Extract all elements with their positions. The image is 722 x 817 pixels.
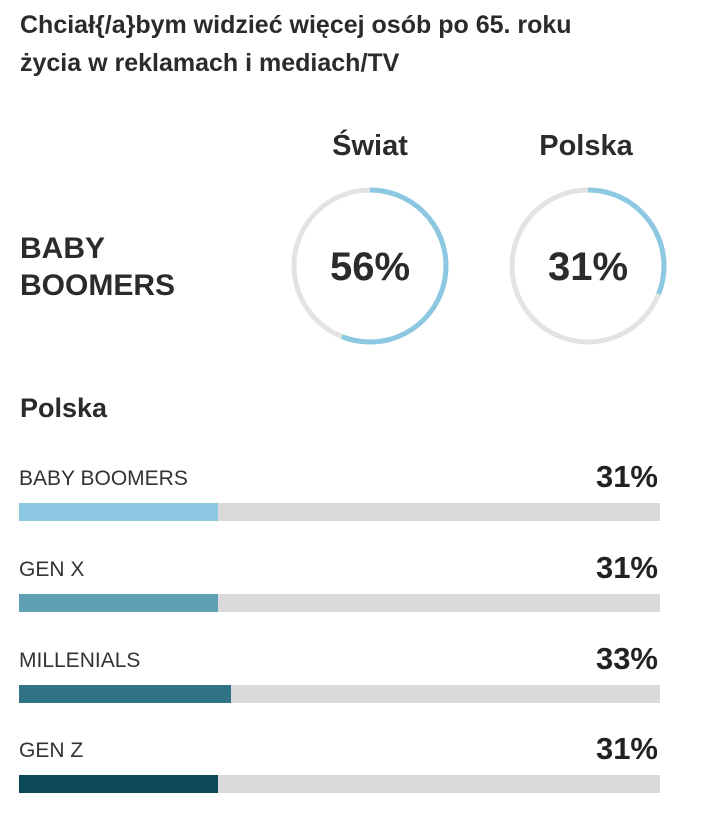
bar-track <box>19 685 660 703</box>
donut-row-label-line-2: BOOMERS <box>20 269 176 302</box>
bar-row: GEN Z 31% <box>19 713 660 793</box>
bar-fill <box>19 775 218 793</box>
bar-category-label: BABY BOOMERS <box>19 467 188 490</box>
bar-row: GEN X 31% <box>19 532 660 612</box>
column-header-poland: Polska <box>539 130 633 162</box>
bar-value-label: 31% <box>595 459 658 494</box>
bar-track <box>19 594 660 612</box>
bar-category-label: MILLENIALS <box>19 649 141 672</box>
donut-value-label: 31% <box>548 245 628 289</box>
bar-section-title: Polska <box>20 393 108 423</box>
donut-chart-poland: 31% <box>509 187 667 345</box>
bar-category-label: GEN Z <box>19 739 84 762</box>
bar-value-label: 31% <box>595 550 658 585</box>
donut-row-label: BABY BOOMERS <box>20 230 260 304</box>
chart-title: Chciał{/a}bym widzieć więcej osób po 65.… <box>20 6 710 82</box>
donut-row-label-line-1: BABY <box>20 232 106 265</box>
bar-row: BABY BOOMERS 31% <box>19 441 660 521</box>
donut-value-arc <box>291 187 449 345</box>
column-header-world: Świat <box>332 130 408 162</box>
bar-track <box>19 775 660 793</box>
bar-fill <box>19 594 218 612</box>
donut-value-label: 56% <box>330 245 410 289</box>
bar-value-label: 31% <box>595 731 658 766</box>
chart-title-line-2: życia w reklamach i mediach/TV <box>20 49 400 77</box>
bar-row: MILLENIALS 33% <box>19 623 660 703</box>
chart-title-line-1: Chciał{/a}bym widzieć więcej osób po 65.… <box>20 11 572 39</box>
bar-category-label: GEN X <box>19 558 85 581</box>
bar-value-label: 33% <box>595 641 658 676</box>
bar-fill <box>19 503 218 521</box>
bar-fill <box>19 685 231 703</box>
donut-chart-world: 56% <box>291 187 449 345</box>
donut-value-arc <box>509 187 667 345</box>
bar-track <box>19 503 660 521</box>
